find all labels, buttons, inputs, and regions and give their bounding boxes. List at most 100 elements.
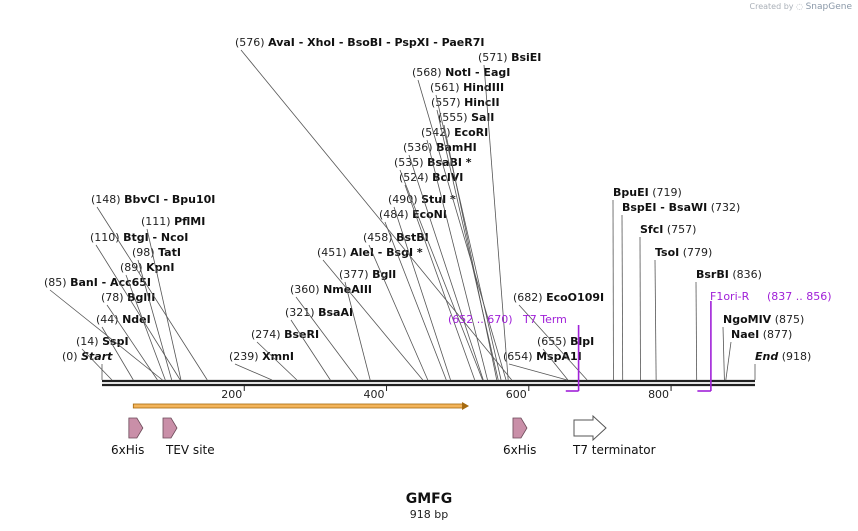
- site-enzyme-names: AleI - BsgI *: [350, 246, 423, 259]
- site-leader-line: [695, 281, 698, 381]
- restriction-site-label[interactable]: (111) PflMI: [141, 215, 205, 228]
- site-enzyme-names: BglII: [127, 291, 155, 304]
- site-position: (360): [290, 283, 320, 296]
- site-position: (44): [96, 313, 119, 326]
- restriction-site-label[interactable]: (110) BtgI - NcoI: [90, 231, 188, 244]
- restriction-site-label[interactable]: (682) EcoO109I: [513, 291, 604, 304]
- site-leader-line: [725, 341, 732, 381]
- site-enzyme-names: NaeI: [731, 328, 759, 341]
- restriction-site-label[interactable]: (321) BsaAI: [285, 306, 353, 319]
- restriction-site-label[interactable]: BspEI - BsaWI (732): [622, 201, 740, 214]
- site-enzyme-names: SspI: [102, 335, 128, 348]
- site-enzyme-names: BstBI: [396, 231, 429, 244]
- site-position: (0): [62, 350, 78, 363]
- primer-site-range: (837 .. 856): [767, 290, 832, 303]
- site-leader-line: [621, 214, 624, 381]
- site-position: (110): [90, 231, 120, 244]
- orf-arrow-body[interactable]: [132, 403, 464, 409]
- restriction-site-label[interactable]: (536) BamHI: [403, 141, 477, 154]
- site-enzyme-names: SfcI: [640, 223, 663, 236]
- site-position: (78): [101, 291, 124, 304]
- feature-tag-arrow[interactable]: [128, 417, 144, 439]
- site-position: (555): [438, 111, 468, 124]
- restriction-site-label[interactable]: (557) HincII: [431, 96, 500, 109]
- restriction-site-label[interactable]: BpuEI (719): [613, 186, 682, 199]
- restriction-site-label[interactable]: (654) MspA1I: [503, 350, 582, 363]
- site-enzyme-names: End: [755, 350, 778, 363]
- restriction-site-label[interactable]: BsrBI (836): [696, 268, 762, 281]
- restriction-site-label[interactable]: (148) BbvCI - Bpu10I: [91, 193, 215, 206]
- site-position: (875): [775, 313, 805, 326]
- axis-tick-label: 600: [506, 388, 527, 401]
- site-position: (535): [394, 156, 424, 169]
- restriction-site-label[interactable]: (274) BseRI: [251, 328, 319, 341]
- restriction-site-label[interactable]: (561) HindIII: [430, 81, 504, 94]
- site-leader-line: [722, 326, 725, 381]
- site-enzyme-names: EcoRI: [454, 126, 488, 139]
- restriction-site-label[interactable]: (458) BstBI: [363, 231, 429, 244]
- site-enzyme-names: EcoNI: [412, 208, 447, 221]
- primer-site-name: T7 Term: [522, 313, 567, 326]
- site-enzyme-names: NotI - EagI: [445, 66, 510, 79]
- restriction-site-label[interactable]: (576) AvaI - XhoI - BsoBI - PspXI - PaeR…: [235, 36, 484, 49]
- restriction-site-label[interactable]: (571) BsiEI: [478, 51, 541, 64]
- restriction-site-label[interactable]: (535) BsaBI *: [394, 156, 472, 169]
- site-leader-line: [368, 244, 429, 381]
- site-enzyme-names: TsoI: [655, 246, 679, 259]
- restriction-site-label[interactable]: (542) EcoRI: [421, 126, 488, 139]
- restriction-site-label[interactable]: (490) StuI *: [388, 193, 456, 206]
- site-position: (484): [379, 208, 409, 221]
- site-leader-line: [408, 154, 484, 381]
- restriction-site-label[interactable]: (655) BlpI: [537, 335, 594, 348]
- site-position: (568): [412, 66, 442, 79]
- site-enzyme-names: StuI *: [421, 193, 456, 206]
- restriction-site-label[interactable]: (89) KpnI: [120, 261, 174, 274]
- feature-label: 6xHis: [111, 443, 144, 457]
- site-leader-line: [95, 244, 181, 381]
- restriction-site-label[interactable]: NgoMIV (875): [723, 313, 804, 326]
- restriction-site-label[interactable]: SfcI (757): [640, 223, 696, 236]
- site-position: (377): [339, 268, 369, 281]
- feature-label: T7 terminator: [572, 443, 656, 457]
- restriction-site-label[interactable]: (484) EcoNI: [379, 208, 447, 221]
- site-position: (321): [285, 306, 315, 319]
- site-enzyme-names: BglI: [372, 268, 396, 281]
- site-enzyme-names: BanI - Acc65I: [70, 276, 151, 289]
- restriction-site-label[interactable]: (555) SalI: [438, 111, 494, 124]
- restriction-site-label[interactable]: (85) BanI - Acc65I: [44, 276, 151, 289]
- site-enzyme-names: BbvCI - Bpu10I: [124, 193, 215, 206]
- site-enzyme-names: BtgI - NcoI: [123, 231, 188, 244]
- site-leader-line: [404, 184, 476, 381]
- sequence-title-block: GMFG 918 bp: [0, 491, 858, 521]
- site-leader-line: [322, 259, 424, 381]
- site-position: (719): [652, 186, 682, 199]
- site-position: (274): [251, 328, 281, 341]
- restriction-site-label[interactable]: TsoI (779): [655, 246, 712, 259]
- restriction-site-label[interactable]: (78) BglII: [101, 291, 155, 304]
- restriction-site-label[interactable]: (377) BglI: [339, 268, 396, 281]
- restriction-site-label[interactable]: (98) TatI: [132, 246, 181, 259]
- credit-prefix: Created by: [749, 2, 794, 11]
- sequence-name: GMFG: [405, 491, 453, 507]
- site-leader-line: [542, 348, 569, 381]
- site-leader-line: [125, 274, 166, 381]
- site-enzyme-names: PflMI: [174, 215, 205, 228]
- site-leader-line: [290, 319, 331, 381]
- site-leader-line: [295, 296, 359, 381]
- restriction-site-label[interactable]: (0) Start: [62, 350, 113, 363]
- site-enzyme-names: SalI: [471, 111, 494, 124]
- feature-terminator-arrow[interactable]: [573, 414, 607, 442]
- feature-tag-arrow[interactable]: [162, 417, 178, 439]
- restriction-site-label[interactable]: (239) XmnI: [229, 350, 294, 363]
- site-enzyme-names: HindIII: [463, 81, 504, 94]
- site-enzyme-names: BsrBI: [696, 268, 729, 281]
- feature-tag-arrow[interactable]: [512, 417, 528, 439]
- site-position: (836): [732, 268, 762, 281]
- feature-label: TEV site: [165, 443, 215, 457]
- restriction-site-label[interactable]: End (918): [755, 350, 811, 363]
- restriction-site-label[interactable]: (568) NotI - EagI: [412, 66, 510, 79]
- restriction-site-label[interactable]: (360) NmeAIII: [290, 283, 372, 296]
- site-position: (757): [667, 223, 697, 236]
- restriction-site-label[interactable]: NaeI (877): [731, 328, 792, 341]
